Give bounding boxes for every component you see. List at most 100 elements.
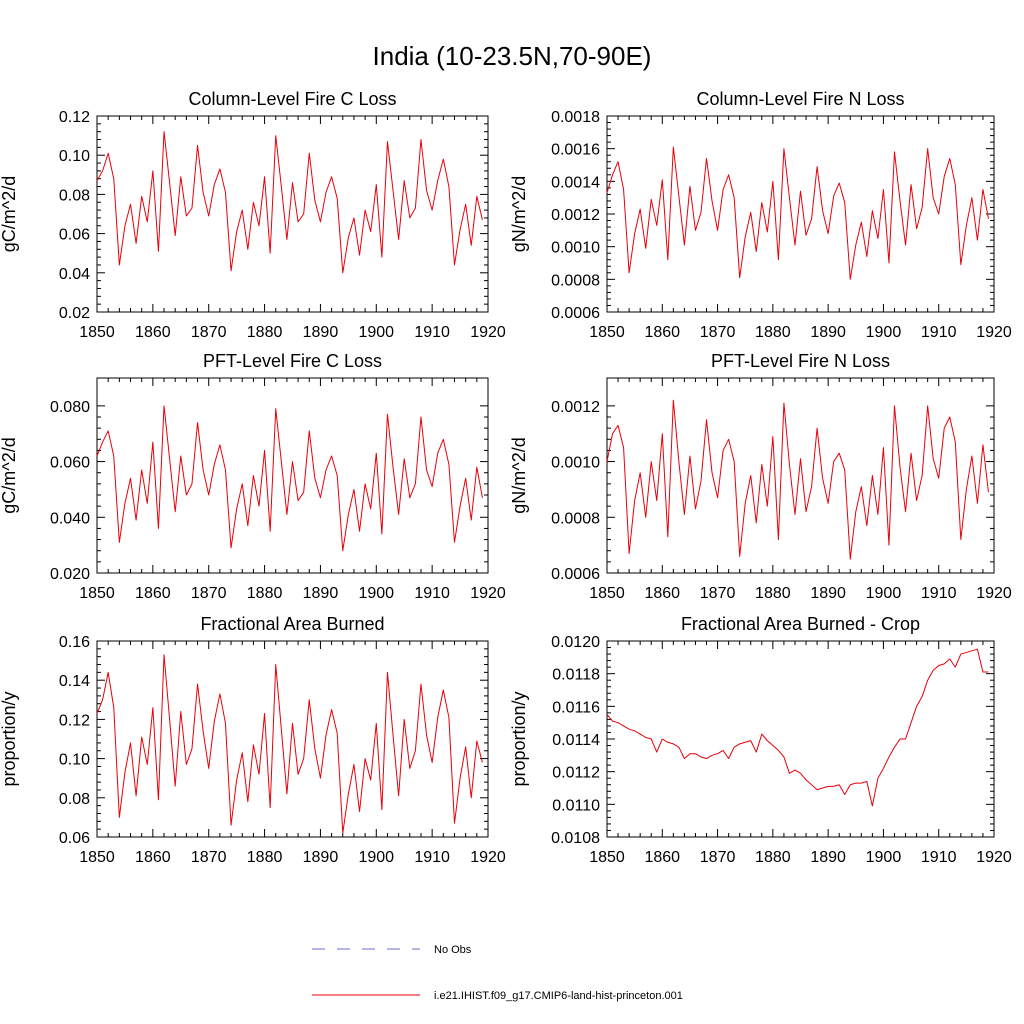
x-tick-label-1900: 1900 [866,324,902,341]
x-tick-label-1850: 1850 [589,324,625,341]
chart-panel-5: 1850 1860 1870 1880 1890 1900 1910 1920 0.06 0.08… [0,614,506,866]
series-line-1 [606,146,989,280]
x-tick-label-1870: 1870 [191,324,227,341]
x-tick-label-1910: 1910 [414,585,450,602]
y-tick-label-0p06: 0.06 [59,830,90,847]
y-tick-label-0p1: 0.10 [59,148,90,165]
x-tick-label-1850: 1850 [79,849,115,866]
plot-frame [96,640,489,838]
y-tick-label-0p001: 0.0010 [551,240,600,257]
series-line-1 [96,131,483,274]
x-tick-label-1910: 1910 [921,585,957,602]
y-tick-label-0p001: 0.0010 [551,455,600,472]
y-tick-label-0p0116: 0.0116 [552,699,600,716]
x-tick-label-1860: 1860 [644,324,680,341]
x-tick-label-1860: 1860 [644,849,680,866]
x-tick-label-1910: 1910 [921,324,957,341]
x-tick-label-1880: 1880 [247,849,283,866]
plot-frame [606,640,995,838]
y-tick-label-0p012: 0.0120 [551,634,600,651]
y-tick-label-0p12: 0.12 [59,109,90,126]
panel-title: Column-Level Fire C Loss [188,89,396,109]
legend-label-no-obs: No Obs [434,944,472,956]
y-axis-label: gC/m^2/d [0,176,19,252]
y-tick-label-0p14: 0.14 [59,673,90,690]
x-tick-label-1920: 1920 [976,849,1012,866]
panel-title: Column-Level Fire N Loss [696,89,904,109]
plot-frame [96,377,489,574]
x-tick-label-1900: 1900 [358,324,394,341]
x-tick-label-1890: 1890 [810,585,846,602]
x-tick-label-1890: 1890 [810,849,846,866]
panel-title: Fractional Area Burned - Crop [681,614,920,634]
series-line-1 [606,399,989,560]
panel-title: PFT-Level Fire C Loss [203,351,382,371]
x-tick-label-1880: 1880 [247,585,283,602]
x-tick-label-1870: 1870 [191,585,227,602]
panels: 1850 1860 1870 1880 1890 1900 1910 1920 0.02 0.04… [0,89,1012,866]
x-tick-label-1860: 1860 [135,849,171,866]
y-tick-label-0p04: 0.040 [50,510,90,527]
y-axis-label: gC/m^2/d [0,437,19,513]
x-tick-label-1890: 1890 [810,324,846,341]
y-tick-label-0p0114: 0.0114 [552,732,600,749]
legend-label-model: i.e21.IHIST.f09_g17.CMIP6-land-hist-prin… [434,990,683,1002]
x-tick-label-1850: 1850 [79,585,115,602]
chart-panel-1: 1850 1860 1870 1880 1890 1900 1910 1920 0.02 0.04… [0,89,506,341]
legend: No Obs i.e21.IHIST.f09_g17.CMIP6-land-hi… [312,944,683,1002]
y-tick-label-0p0014: 0.0014 [551,174,600,191]
chart-panel-3: 1850 1860 1870 1880 1890 1900 1910 1920 0.020 0.0… [0,351,506,602]
panel-title: Fractional Area Burned [200,614,384,634]
chart-panel-6: 1850 1860 1870 1880 1890 1900 1910 1920 0.0108 0.… [509,614,1012,866]
y-tick-label-0p02: 0.02 [59,305,90,322]
series-line-1 [96,654,483,834]
x-tick-label-1860: 1860 [135,585,171,602]
x-tick-label-1900: 1900 [358,849,394,866]
x-tick-label-1920: 1920 [470,849,506,866]
y-tick-label-0p0006: 0.0006 [551,305,600,322]
x-tick-label-1900: 1900 [866,585,902,602]
y-axis-label: gN/m^2/d [509,176,529,252]
y-axis-label: gN/m^2/d [509,437,529,513]
y-tick-label-0p06: 0.06 [59,227,90,244]
figure-title: India (10-23.5N,70-90E) [373,41,652,71]
chart-panel-4: 1850 1860 1870 1880 1890 1900 1910 1920 0.0006 0.… [509,351,1012,602]
x-tick-label-1850: 1850 [79,324,115,341]
y-tick-label-0p011: 0.0110 [552,797,600,814]
x-tick-label-1920: 1920 [976,585,1012,602]
x-tick-label-1900: 1900 [866,849,902,866]
x-tick-label-1890: 1890 [303,324,339,341]
panel-title: PFT-Level Fire N Loss [711,351,890,371]
x-tick-label-1920: 1920 [470,585,506,602]
x-tick-label-1870: 1870 [700,585,736,602]
x-tick-label-1860: 1860 [135,324,171,341]
x-tick-label-1880: 1880 [755,585,791,602]
x-tick-label-1890: 1890 [303,849,339,866]
y-axis-label: proportion/y [0,691,19,786]
series-line-1 [606,648,989,807]
x-tick-label-1890: 1890 [303,585,339,602]
y-tick-label-0p0008: 0.0008 [551,272,600,289]
y-tick-label-0p04: 0.04 [59,266,90,283]
x-tick-label-1920: 1920 [976,324,1012,341]
y-tick-label-0p02: 0.020 [50,566,90,583]
x-tick-label-1870: 1870 [191,849,227,866]
y-tick-label-0p0012: 0.0012 [551,207,600,224]
y-tick-label-0p12: 0.12 [59,712,90,729]
x-tick-label-1860: 1860 [644,585,680,602]
series-line-1 [96,405,483,552]
y-tick-label-0p16: 0.16 [59,634,90,651]
y-tick-label-0p0018: 0.0018 [551,109,600,126]
x-tick-label-1910: 1910 [414,324,450,341]
x-tick-label-1880: 1880 [755,849,791,866]
x-tick-label-1850: 1850 [589,585,625,602]
y-tick-label-0p1: 0.10 [59,752,90,769]
x-tick-label-1880: 1880 [247,324,283,341]
chart-panel-2: 1850 1860 1870 1880 1890 1900 1910 1920 0.0006 0.… [509,89,1012,341]
y-tick-label-0p0112: 0.0112 [552,765,600,782]
y-tick-label-0p0108: 0.0108 [551,830,600,847]
y-tick-label-0p08: 0.08 [59,791,90,808]
y-tick-label-0p0006: 0.0006 [551,566,600,583]
y-tick-label-0p08: 0.08 [59,187,90,204]
